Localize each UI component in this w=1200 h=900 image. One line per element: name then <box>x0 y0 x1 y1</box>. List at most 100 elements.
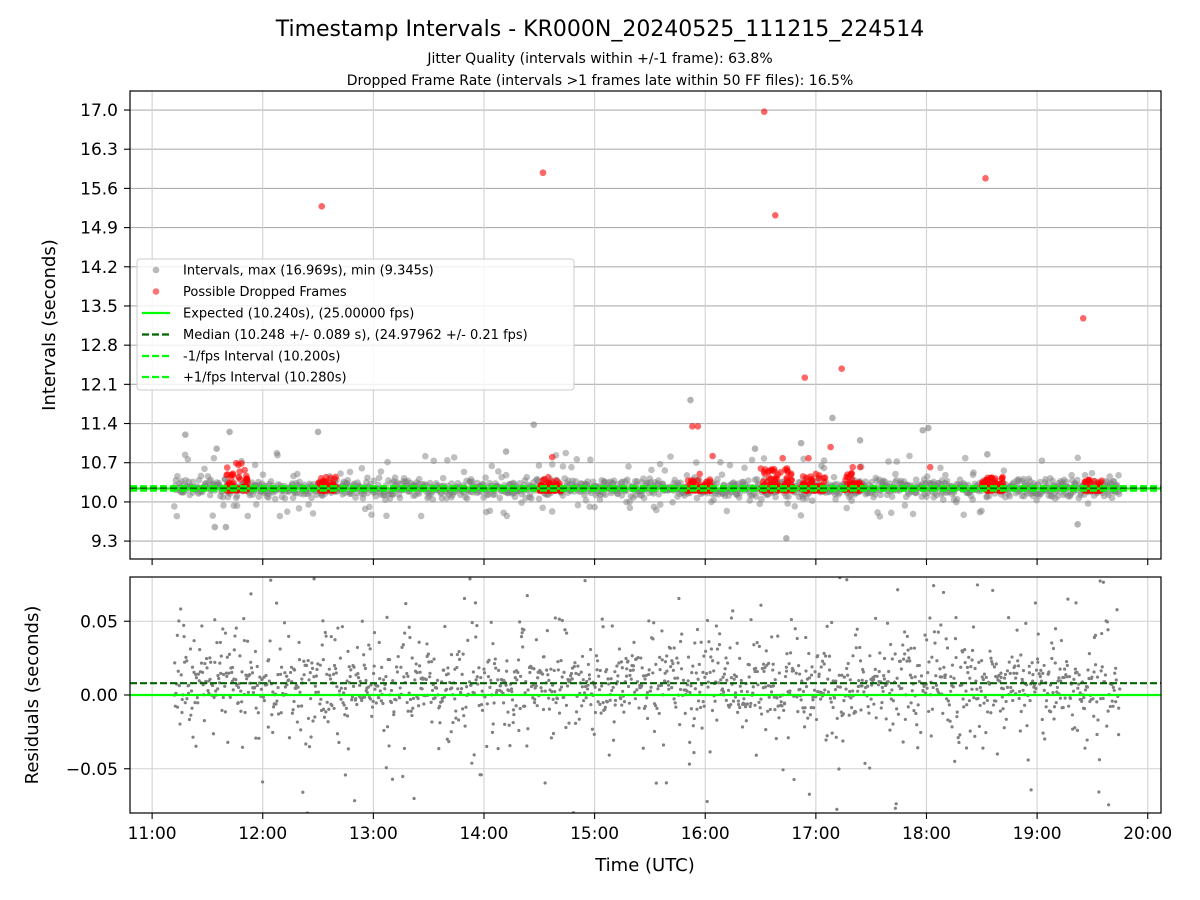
residual-point <box>853 633 858 637</box>
residual-point <box>845 666 849 671</box>
residual-point <box>628 673 632 677</box>
residual-point <box>372 671 376 676</box>
residual-point <box>216 673 220 678</box>
residual-point <box>804 635 808 640</box>
residual-point <box>873 674 877 678</box>
residual-point <box>643 704 647 708</box>
residual-point <box>685 689 689 693</box>
residual-point <box>994 662 998 666</box>
residual-point <box>271 690 275 694</box>
residual-point <box>187 683 191 687</box>
residual-point <box>990 662 995 666</box>
residual-point <box>1114 678 1118 682</box>
residual-point <box>1034 668 1039 672</box>
residual-point <box>688 690 692 695</box>
residual-point <box>663 671 667 675</box>
residual-point <box>872 702 876 706</box>
residual-point <box>1019 653 1023 657</box>
residual-point <box>522 628 526 632</box>
residuals-y-tick-label: −0.05 <box>66 760 118 780</box>
residual-point <box>759 603 763 607</box>
residual-point <box>509 687 514 691</box>
residual-point <box>555 696 560 701</box>
dropped-frame-point <box>983 479 990 486</box>
residual-point <box>1004 699 1008 704</box>
residual-point <box>1070 713 1074 717</box>
interval-point <box>648 466 655 474</box>
residuals-y-tick-label: 0.00 <box>80 686 118 706</box>
residual-point <box>417 704 421 708</box>
residual-point <box>979 659 984 663</box>
residual-point <box>1058 667 1062 671</box>
residual-point <box>1015 628 1019 632</box>
residual-point <box>364 678 368 683</box>
residual-point <box>645 716 650 721</box>
residual-point <box>860 678 864 682</box>
residual-point <box>850 706 854 710</box>
residual-point <box>1019 709 1023 714</box>
residual-point <box>350 698 354 702</box>
interval-point <box>626 504 634 512</box>
interval-point <box>1074 476 1081 484</box>
interval-point <box>843 504 850 512</box>
residual-point <box>1072 677 1076 681</box>
residual-point <box>583 579 587 583</box>
interval-point <box>723 507 731 515</box>
residual-point <box>956 736 960 740</box>
residual-point <box>1095 675 1100 679</box>
interval-point <box>758 495 765 503</box>
residual-point <box>189 713 193 717</box>
residual-point <box>932 584 936 588</box>
residual-point <box>963 660 967 665</box>
residual-point <box>251 690 256 695</box>
residual-point <box>974 679 978 683</box>
residual-point <box>1002 676 1007 680</box>
interval-point <box>939 496 947 503</box>
residual-point <box>698 705 703 710</box>
residual-point <box>542 655 546 659</box>
residual-point <box>468 577 472 581</box>
residual-point <box>333 638 337 642</box>
legend-dropped-label: Possible Dropped Frames <box>183 285 347 300</box>
residual-point <box>786 736 790 740</box>
residual-point <box>678 723 682 727</box>
residual-point <box>622 710 626 714</box>
residual-point <box>1077 682 1081 686</box>
residual-point <box>396 654 400 659</box>
residual-point <box>833 687 838 692</box>
interval-point <box>1106 473 1113 480</box>
residual-point <box>598 702 602 707</box>
interval-point <box>937 464 944 472</box>
interval-point <box>901 502 909 509</box>
residual-point <box>626 659 630 663</box>
residual-point <box>495 688 499 692</box>
residual-point <box>175 705 180 709</box>
residual-point <box>179 673 183 677</box>
residual-point <box>254 706 258 710</box>
x-tick-label: 16:00 <box>681 824 730 844</box>
residual-point <box>863 761 867 765</box>
residual-point <box>474 635 478 639</box>
dropped-frame-point <box>765 474 773 481</box>
residual-point <box>185 659 189 663</box>
residual-point <box>592 732 596 737</box>
residual-point <box>643 677 647 681</box>
interval-point <box>375 474 383 482</box>
residual-point <box>731 609 735 613</box>
residual-point <box>903 717 907 722</box>
residual-point <box>554 701 558 705</box>
residual-point <box>312 675 316 679</box>
residual-point <box>1064 660 1069 664</box>
interval-point <box>344 476 352 484</box>
residual-point <box>371 699 375 703</box>
residual-point <box>975 687 979 691</box>
residual-point <box>880 685 884 690</box>
residual-point <box>1063 667 1067 671</box>
residual-point <box>1050 641 1054 645</box>
residual-point <box>316 690 320 694</box>
residual-point <box>221 695 225 700</box>
residual-point <box>188 647 193 651</box>
residual-point <box>927 709 931 714</box>
residual-point <box>534 638 539 642</box>
